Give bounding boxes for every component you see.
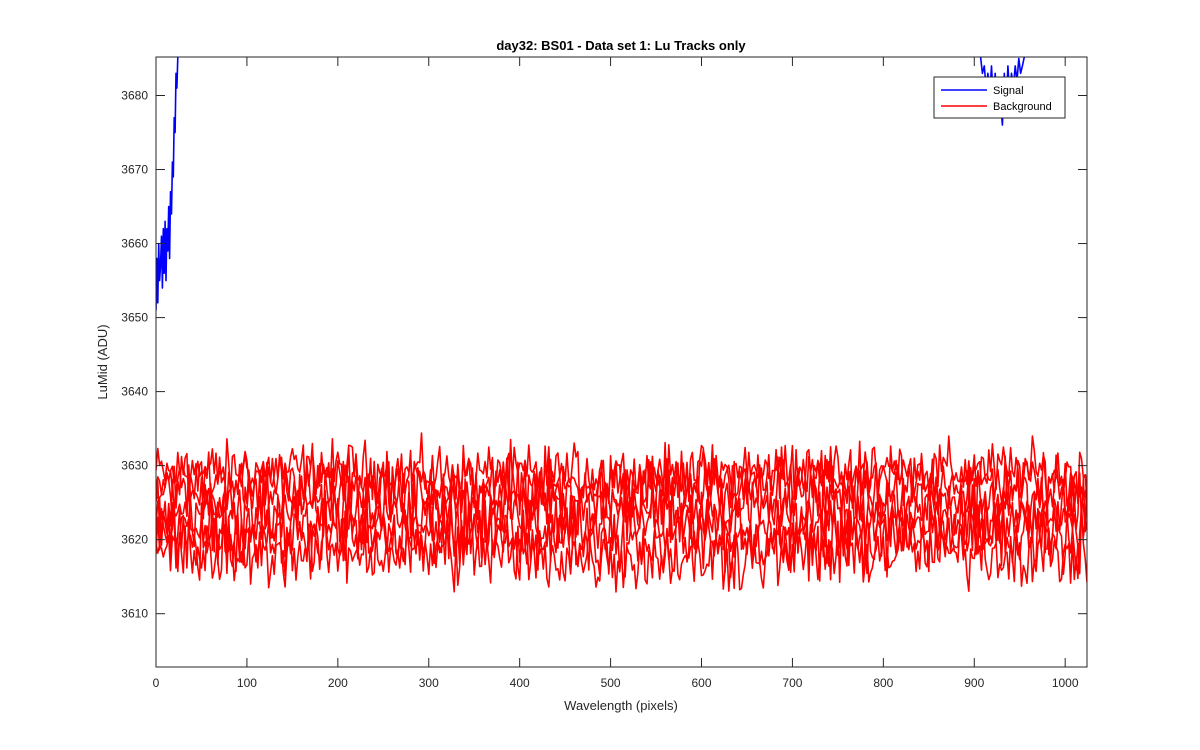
y-tick-label: 3640 — [121, 385, 148, 399]
background-trace — [156, 478, 1087, 570]
series-layer — [156, 57, 1087, 593]
y-tick-label: 3620 — [121, 533, 148, 547]
y-axis-label: LuMid (ADU) — [95, 324, 110, 399]
y-tick-label: 3660 — [121, 237, 148, 251]
legend-background-label: Background — [993, 101, 1052, 113]
legend-signal-label: Signal — [993, 85, 1024, 97]
legend-box — [933, 76, 1066, 119]
x-tick-label: 500 — [601, 676, 621, 690]
x-tick-label: 700 — [782, 676, 802, 690]
background-trace — [156, 507, 1087, 593]
background-trace — [156, 468, 1087, 554]
y-tick-label: 3670 — [121, 163, 148, 177]
background-trace — [156, 440, 1087, 521]
y-tick-label: 3680 — [121, 88, 148, 102]
x-tick-label: 300 — [419, 676, 439, 690]
y-axis: 3610 3620 3630 3640 3650 3660 3670 3680 — [121, 88, 1087, 621]
y-tick-label: 3630 — [121, 459, 148, 473]
x-axis-label: Wavelength (pixels) — [564, 698, 678, 713]
x-axis: 0 100 200 300 400 500 600 700 800 900 1000 — [153, 57, 1079, 690]
y-tick-label: 3650 — [121, 311, 148, 325]
x-tick-label: 600 — [691, 676, 711, 690]
x-tick-label: 900 — [964, 676, 984, 690]
x-tick-label: 100 — [237, 676, 257, 690]
axes-box — [155, 56, 1088, 668]
x-tick-label: 400 — [510, 676, 530, 690]
signal-trace — [156, 57, 179, 311]
x-tick-label: 800 — [873, 676, 893, 690]
x-tick-label: 1000 — [1052, 676, 1079, 690]
legend: Signal Background — [933, 76, 1066, 119]
x-tick-label: 0 — [153, 676, 160, 690]
chart-title: day32: BS01 - Data set 1: Lu Tracks only — [496, 38, 746, 53]
y-tick-label: 3610 — [121, 607, 148, 621]
x-tick-label: 200 — [328, 676, 348, 690]
